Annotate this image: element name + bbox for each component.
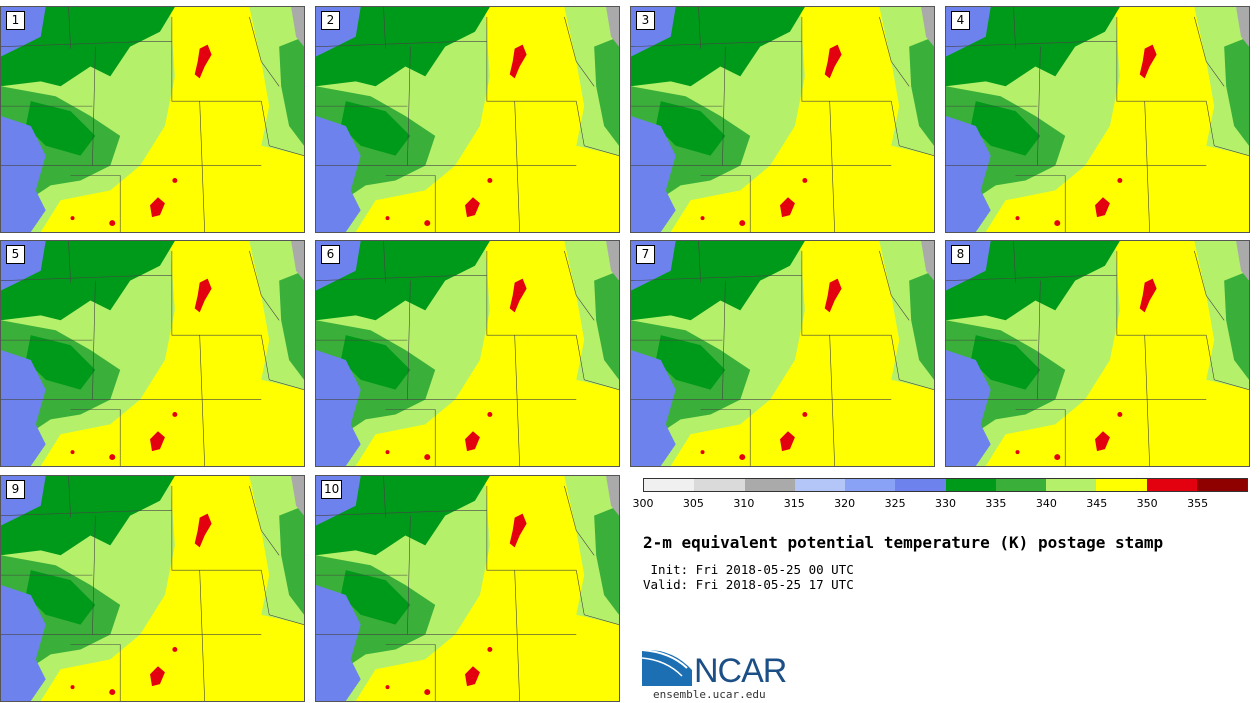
member-number-label: 1 [6, 11, 25, 30]
ensemble-member-panel-8: 8 [945, 240, 1250, 467]
ensemble-member-panel-7: 7 [630, 240, 935, 467]
tick-label: 305 [682, 497, 704, 510]
ensemble-member-panel-6: 6 [315, 240, 620, 467]
tick-label: 330 [935, 497, 956, 510]
ensemble-member-panel-1: 1 [0, 6, 305, 233]
tick-label: 355 [1187, 497, 1209, 510]
theta-e-map [1, 241, 304, 466]
ncar-logo-icon [642, 649, 692, 686]
tick-label: 335 [985, 497, 1007, 510]
theta-e-map [316, 7, 619, 232]
member-number-label: 7 [636, 245, 655, 264]
theta-e-map [631, 7, 934, 232]
member-number-label: 5 [6, 245, 25, 264]
member-number-label: 8 [951, 245, 970, 264]
tick-label: 340 [1035, 497, 1057, 510]
theta-e-map [316, 241, 619, 466]
ncar-wordmark: NCAR [694, 652, 787, 690]
tick-label: 325 [884, 497, 906, 510]
member-number-label: 10 [321, 480, 343, 499]
ensemble-member-panel-10: 10 [315, 475, 620, 702]
theta-e-map [316, 476, 619, 701]
color-swatch-2 [744, 479, 795, 491]
theta-e-map [631, 241, 934, 466]
theta-e-map [946, 7, 1249, 232]
ensemble-member-panel-2: 2 [315, 6, 620, 233]
member-number-label: 9 [6, 480, 25, 499]
color-swatch-7 [995, 479, 1046, 491]
color-swatch-4 [845, 479, 896, 491]
color-swatch-1 [694, 479, 745, 491]
member-number-label: 6 [321, 245, 340, 264]
ensemble-member-panel-4: 4 [945, 6, 1250, 233]
ensemble-member-panel-5: 5 [0, 240, 305, 467]
color-swatch-0 [644, 479, 695, 491]
color-swatch-6 [945, 479, 996, 491]
tick-label: 320 [834, 497, 856, 510]
color-swatch-9 [1096, 479, 1147, 491]
color-scale-bar [643, 478, 1248, 492]
theta-e-map [1, 7, 304, 232]
member-number-label: 2 [321, 11, 340, 30]
tick-label: 300 [632, 497, 654, 510]
run-info: Init: Fri 2018-05-25 00 UTC Valid: Fri 2… [643, 562, 854, 592]
member-number-label: 3 [636, 11, 655, 30]
color-swatch-3 [794, 479, 845, 491]
chart-title: 2-m equivalent potential temperature (K)… [643, 533, 1164, 552]
color-scale-ticks: 300 305 310 315 320 325 330 335 340 345 350 355 [633, 497, 1248, 511]
theta-e-map [1, 476, 304, 701]
tick-label: 345 [1086, 497, 1108, 510]
ensemble-member-panel-9: 9 [0, 475, 305, 702]
color-swatch-5 [895, 479, 946, 491]
tick-label: 310 [733, 497, 755, 510]
member-number-label: 4 [951, 11, 970, 30]
valid-time: Valid: Fri 2018-05-25 17 UTC [643, 577, 854, 592]
site-url: ensemble.ucar.edu [653, 688, 766, 701]
init-time: Init: Fri 2018-05-25 00 UTC [643, 562, 854, 577]
ensemble-member-panel-3: 3 [630, 6, 935, 233]
tick-label: 315 [783, 497, 805, 510]
color-swatch-10 [1146, 479, 1197, 491]
tick-label: 350 [1136, 497, 1158, 510]
theta-e-map [946, 241, 1249, 466]
color-swatch-8 [1046, 479, 1097, 491]
color-swatch-11 [1196, 479, 1247, 491]
